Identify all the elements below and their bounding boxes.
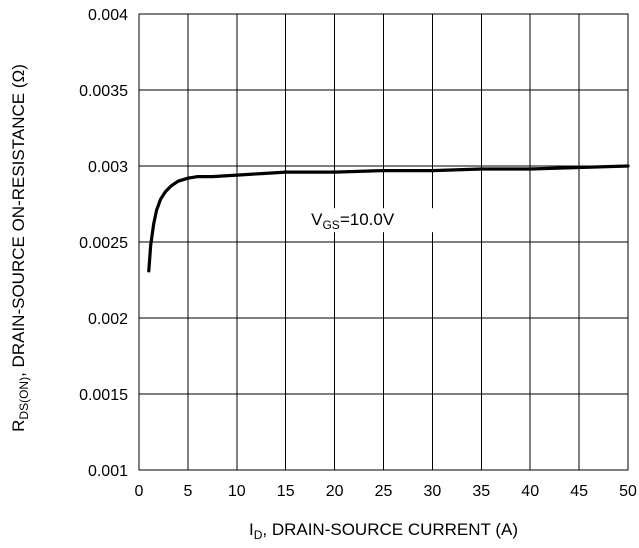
y-axis-label: RDS(ON), DRAIN-SOURCE ON-RESISTANCE (Ω) [9,64,31,432]
x-tick-label: 45 [570,483,588,500]
plot-frame [138,13,629,471]
y-tick-label: 0.003 [88,159,128,176]
grid [138,13,629,471]
annotation-background [308,208,435,233]
x-tick-label: 15 [277,483,295,500]
x-tick-label: 25 [375,483,393,500]
y-tick-label: 0.0035 [79,83,128,100]
y-tick-label: 0.0015 [79,387,128,404]
x-tick-label: 35 [472,483,490,500]
series [147,164,630,273]
annotation-label: VGS=10.0V [311,210,395,232]
x-tick-label: 0 [135,483,144,500]
x-tick-label: 5 [183,483,192,500]
annotation-sub: GS [322,218,339,232]
x-axis-label-main: I [249,520,254,539]
y-tick-label: 0.002 [88,311,128,328]
y-tick-label: 0.004 [88,7,128,24]
y-axis-label-main: R [9,420,28,432]
x-tick-label: 20 [326,483,344,500]
annotation-rest: =10.0V [340,210,395,229]
x-tick-label: 10 [228,483,246,500]
x-axis-label: ID, DRAIN-SOURCE CURRENT (A) [249,520,518,542]
x-tick-label: 40 [521,483,539,500]
x-axis-label-rest: , DRAIN-SOURCE CURRENT (A) [262,520,518,539]
annotation: VGS=10.0V [308,208,435,233]
x-tick-label: 50 [619,483,637,500]
y-axis-label-sub: DS(ON) [17,377,31,420]
x-axis-label-sub: D [254,528,263,542]
y-tick-label: 0.0025 [79,235,128,252]
x-tick-label: 30 [424,483,442,500]
y-tick-label: 0.001 [88,463,128,480]
y-tick-labels: 0.001 0.0015 0.002 0.0025 0.003 0.0035 0.004 [79,7,128,480]
y-axis-label-rest: , DRAIN-SOURCE ON-RESISTANCE (Ω) [9,64,28,377]
x-tick-labels: 0 5 10 15 20 25 30 35 40 45 50 [135,483,637,500]
annotation-main: V [311,210,323,229]
series-line [147,164,630,273]
